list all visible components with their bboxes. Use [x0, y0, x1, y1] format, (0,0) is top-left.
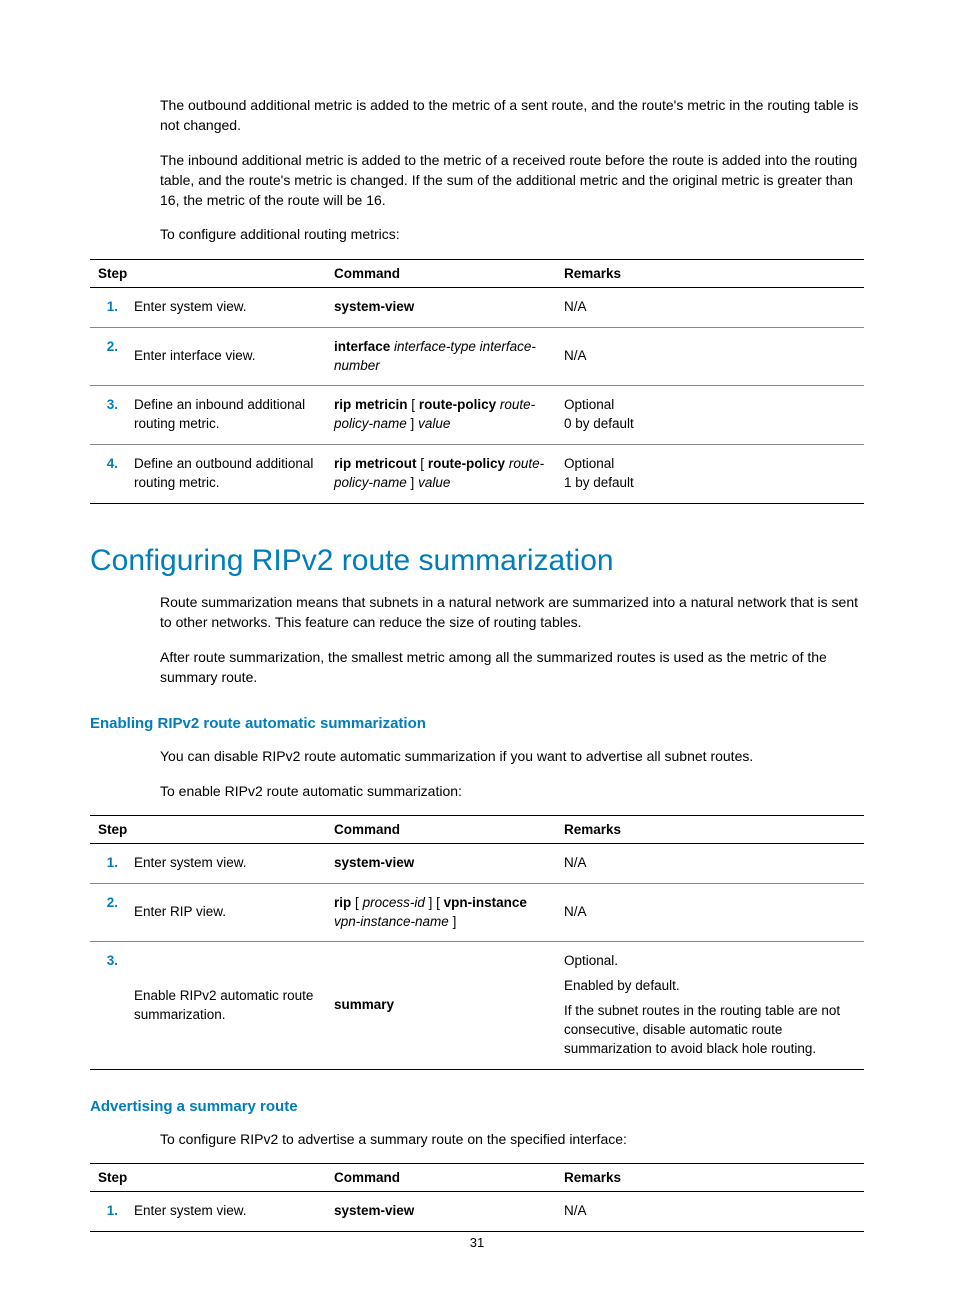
cmd-keyword: route-policy — [428, 456, 505, 471]
table-row: 2. Enter interface view. interface inter… — [90, 327, 864, 386]
cmd-keyword: system-view — [334, 299, 414, 314]
cmd-arg: vpn-instance-name — [334, 914, 449, 929]
step-desc: Enter system view. — [126, 843, 326, 883]
paragraph: After route summarization, the smallest … — [90, 647, 864, 688]
remark-line: If the subnet routes in the routing tabl… — [564, 1002, 856, 1059]
remark-line: Optional — [564, 455, 856, 474]
th-command: Command — [326, 815, 556, 843]
subsection-heading: Enabling RIPv2 route automatic summariza… — [90, 715, 864, 732]
step-number: 2. — [90, 883, 126, 942]
cmd-arg: process-id — [363, 895, 425, 910]
th-step: Step — [90, 815, 326, 843]
step-number: 1. — [90, 287, 126, 327]
remarks-cell: Optional 1 by default — [556, 445, 864, 504]
step-desc: Define an outbound additional routing me… — [126, 445, 326, 504]
cmd-keyword: rip — [334, 895, 351, 910]
remarks-cell: N/A — [556, 883, 864, 942]
paragraph: Route summarization means that subnets i… — [90, 592, 864, 633]
paragraph: To enable RIPv2 route automatic summariz… — [90, 781, 864, 801]
command-cell: system-view — [326, 287, 556, 327]
cmd-keyword: system-view — [334, 1203, 414, 1218]
step-number: 3. — [90, 386, 126, 445]
command-cell: rip metricout [ route-policy route-polic… — [326, 445, 556, 504]
th-step: Step — [90, 259, 326, 287]
remark-line: 1 by default — [564, 474, 856, 493]
step-number: 3. — [90, 942, 126, 1069]
remark-line: Enabled by default. — [564, 977, 856, 996]
remarks-cell: N/A — [556, 843, 864, 883]
page-number: 31 — [0, 1235, 954, 1250]
cmd-keyword: summary — [334, 997, 394, 1012]
cmd-keyword: interface — [334, 339, 390, 354]
cmd-arg: value — [418, 475, 450, 490]
th-command: Command — [326, 259, 556, 287]
cmd-text: ] [ — [429, 895, 440, 910]
command-cell: interface interface-type interface-numbe… — [326, 327, 556, 386]
table-row: 3. Define an inbound additional routing … — [90, 386, 864, 445]
table-row: 3. Enable RIPv2 automatic route summariz… — [90, 942, 864, 1069]
remark-line: 0 by default — [564, 415, 856, 434]
step-desc: Enter interface view. — [126, 327, 326, 386]
th-remarks: Remarks — [556, 815, 864, 843]
cmd-text: ] — [411, 416, 415, 431]
step-number: 2. — [90, 327, 126, 386]
subsection-heading: Advertising a summary route — [90, 1098, 864, 1115]
command-cell: rip metricin [ route-policy route-policy… — [326, 386, 556, 445]
remark-line: Optional — [564, 396, 856, 415]
step-desc: Enter system view. — [126, 287, 326, 327]
remarks-cell: N/A — [556, 287, 864, 327]
cmd-keyword: route-policy — [419, 397, 496, 412]
table-row: 4. Define an outbound additional routing… — [90, 445, 864, 504]
cmd-text: [ — [355, 895, 359, 910]
step-number: 1. — [90, 1192, 126, 1232]
step-desc: Enter system view. — [126, 1192, 326, 1232]
command-cell: summary — [326, 942, 556, 1069]
step-desc: Enable RIPv2 automatic route summarizati… — [126, 942, 326, 1069]
table-row: 1. Enter system view. system-view N/A — [90, 843, 864, 883]
cmd-keyword: system-view — [334, 855, 414, 870]
cmd-keyword: vpn-instance — [444, 895, 527, 910]
cmd-keyword: rip metricout — [334, 456, 417, 471]
paragraph: To configure additional routing metrics: — [90, 224, 864, 244]
remarks-cell: N/A — [556, 327, 864, 386]
cmd-text: [ — [420, 456, 424, 471]
table-row: 1. Enter system view. system-view N/A — [90, 1192, 864, 1232]
paragraph: The inbound additional metric is added t… — [90, 150, 864, 211]
step-number: 1. — [90, 843, 126, 883]
th-step: Step — [90, 1164, 326, 1192]
step-number: 4. — [90, 445, 126, 504]
command-cell: rip [ process-id ] [ vpn-instance vpn-in… — [326, 883, 556, 942]
paragraph: To configure RIPv2 to advertise a summar… — [90, 1129, 864, 1149]
section-heading: Configuring RIPv2 route summarization — [90, 544, 864, 578]
cmd-arg: value — [418, 416, 450, 431]
remark-line: Optional. — [564, 952, 856, 971]
command-cell: system-view — [326, 1192, 556, 1232]
cmd-text: ] — [453, 914, 457, 929]
cmd-keyword: rip metricin — [334, 397, 408, 412]
config-table-metrics: Step Command Remarks 1. Enter system vie… — [90, 259, 864, 504]
th-remarks: Remarks — [556, 259, 864, 287]
step-desc: Define an inbound additional routing met… — [126, 386, 326, 445]
remarks-cell: Optional 0 by default — [556, 386, 864, 445]
config-table-advertise-summary: Step Command Remarks 1. Enter system vie… — [90, 1163, 864, 1232]
cmd-text: [ — [411, 397, 415, 412]
th-remarks: Remarks — [556, 1164, 864, 1192]
step-desc: Enter RIP view. — [126, 883, 326, 942]
paragraph: You can disable RIPv2 route automatic su… — [90, 746, 864, 766]
th-command: Command — [326, 1164, 556, 1192]
remarks-cell: N/A — [556, 1192, 864, 1232]
paragraph: The outbound additional metric is added … — [90, 95, 864, 136]
command-cell: system-view — [326, 843, 556, 883]
cmd-text: ] — [411, 475, 415, 490]
table-row: 2. Enter RIP view. rip [ process-id ] [ … — [90, 883, 864, 942]
config-table-auto-summary: Step Command Remarks 1. Enter system vie… — [90, 815, 864, 1070]
table-row: 1. Enter system view. system-view N/A — [90, 287, 864, 327]
remarks-cell: Optional. Enabled by default. If the sub… — [556, 942, 864, 1069]
